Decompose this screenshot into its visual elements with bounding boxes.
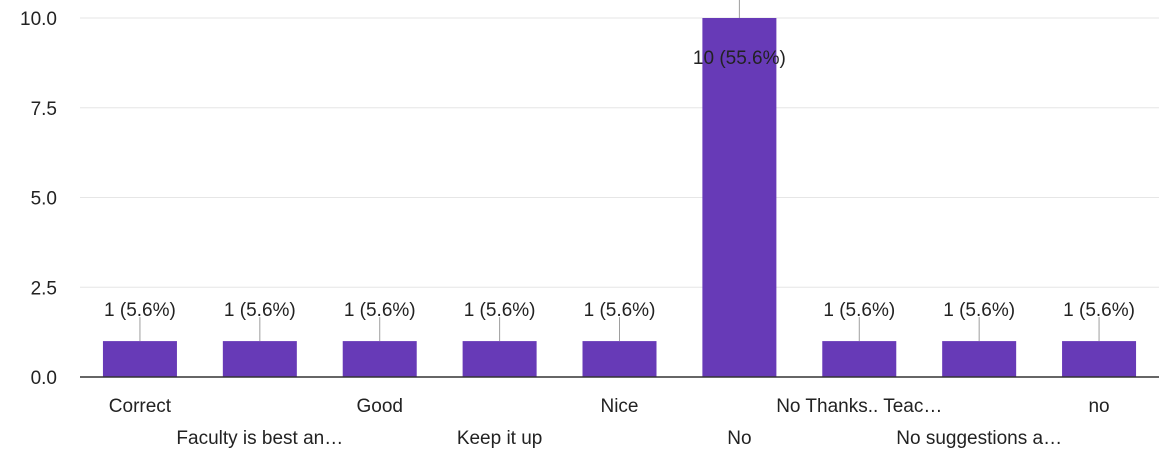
- data-label-5: 10 (55.6%): [693, 48, 786, 69]
- category-label-0: Correct: [109, 396, 172, 417]
- category-label-4: Nice: [600, 396, 638, 417]
- bar-0[interactable]: [102, 341, 177, 377]
- data-label-6: 1 (5.6%): [823, 300, 895, 321]
- data-label-8: 1 (5.6%): [1063, 300, 1135, 321]
- data-label-7: 1 (5.6%): [943, 300, 1015, 321]
- y-tick-label-4: 10.0: [20, 9, 57, 30]
- bar-2[interactable]: [342, 341, 417, 377]
- bar-1[interactable]: [222, 341, 297, 377]
- data-label-2: 1 (5.6%): [344, 300, 416, 321]
- category-label-5: No: [727, 428, 751, 449]
- bar-8[interactable]: [1062, 341, 1137, 377]
- y-tick-label-2: 5.0: [31, 189, 57, 210]
- grid-lines: [80, 17, 1159, 288]
- data-label-0: 1 (5.6%): [104, 300, 176, 321]
- bar-3[interactable]: [462, 341, 537, 377]
- y-tick-label-1: 2.5: [31, 278, 57, 299]
- bar-7[interactable]: [942, 341, 1017, 377]
- bar-6[interactable]: [822, 341, 897, 377]
- category-label-8: no: [1088, 396, 1109, 417]
- y-axis-tick-labels: 0.0 2.5 5.0 7.5 10.0: [20, 9, 57, 389]
- category-label-2: Good: [356, 396, 402, 417]
- category-label-1: Faculty is best an…: [176, 428, 343, 449]
- data-label-4: 1 (5.6%): [584, 300, 656, 321]
- bar-4[interactable]: [582, 341, 657, 377]
- bars: 1 (5.6%) 1 (5.6%) 1 (5.6%) 1 (5.6%) 1 (5.6%)…: [102, 0, 1137, 377]
- category-label-7: No suggestions a…: [896, 428, 1062, 449]
- category-label-3: Keep it up: [457, 428, 543, 449]
- category-label-6: No Thanks.. Teac…: [776, 396, 942, 417]
- bar-5[interactable]: [702, 18, 777, 377]
- data-label-3: 1 (5.6%): [464, 300, 536, 321]
- data-label-1: 1 (5.6%): [224, 300, 296, 321]
- y-tick-label-0: 0.0: [31, 368, 57, 389]
- y-tick-label-3: 7.5: [31, 99, 57, 120]
